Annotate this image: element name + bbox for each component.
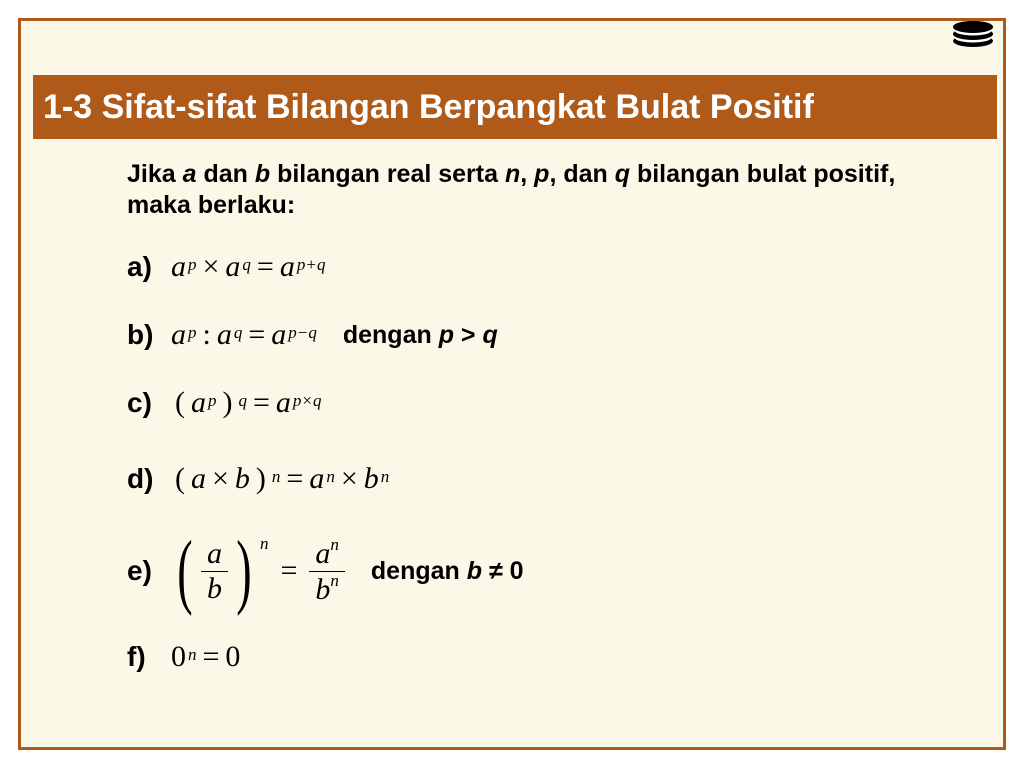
book-stack-icon [949,13,997,51]
formula-a: ap × aq = ap+q [171,250,325,284]
intro-var-a: a [183,160,197,188]
formula-c: (ap)q = ap×q [171,386,322,420]
property-f: f) 0n = 0 [127,626,957,688]
item-label: b) [127,319,171,351]
item-label: c) [127,387,171,419]
intro-seg: , dan [549,160,614,188]
property-d: d) (a×b)n = an × bn [127,448,957,510]
intro-var-q: q [615,160,630,188]
fraction-anbn: an bn [309,536,345,607]
properties-list: a) ap × aq = ap+q b) ap : aq = ap−q deng… [127,236,957,694]
intro-text: Jika a dan b bilangan real serta n, p, d… [127,159,957,222]
intro-var-n: n [505,160,520,188]
property-b: b) ap : aq = ap−q dengan p > q [127,304,957,366]
section-title: 1-3 Sifat-sifat Bilangan Berpangkat Bula… [33,75,997,139]
property-a: a) ap × aq = ap+q [127,236,957,298]
intro-seg: dan [197,160,255,188]
formula-b: ap : aq = ap−q [171,318,317,352]
property-c: c) (ap)q = ap×q [127,372,957,434]
item-label: f) [127,641,171,673]
slide-frame: 1-3 Sifat-sifat Bilangan Berpangkat Bula… [18,18,1006,750]
intro-seg: bilangan real serta [270,160,505,188]
intro-seg: Jika [127,160,183,188]
formula-e: ( a b ) n = an bn [171,536,345,607]
intro-seg: , [520,160,534,188]
condition-e: dengan b ≠ 0 [371,557,524,586]
intro-var-p: p [534,160,549,188]
item-label: a) [127,251,171,283]
fraction-ab: a b [201,537,228,606]
item-label: e) [127,555,171,587]
item-label: d) [127,463,171,495]
intro-var-b: b [255,160,270,188]
right-paren-icon: ) [236,537,251,604]
formula-f: 0n = 0 [171,640,240,674]
condition-b: dengan p > q [343,321,498,350]
title-text: 1-3 Sifat-sifat Bilangan Berpangkat Bula… [43,88,814,127]
property-e: e) ( a b ) n = an bn dengan b ≠ 0 [127,516,957,626]
formula-d: (a×b)n = an × bn [171,462,389,496]
left-paren-icon: ( [177,537,192,604]
